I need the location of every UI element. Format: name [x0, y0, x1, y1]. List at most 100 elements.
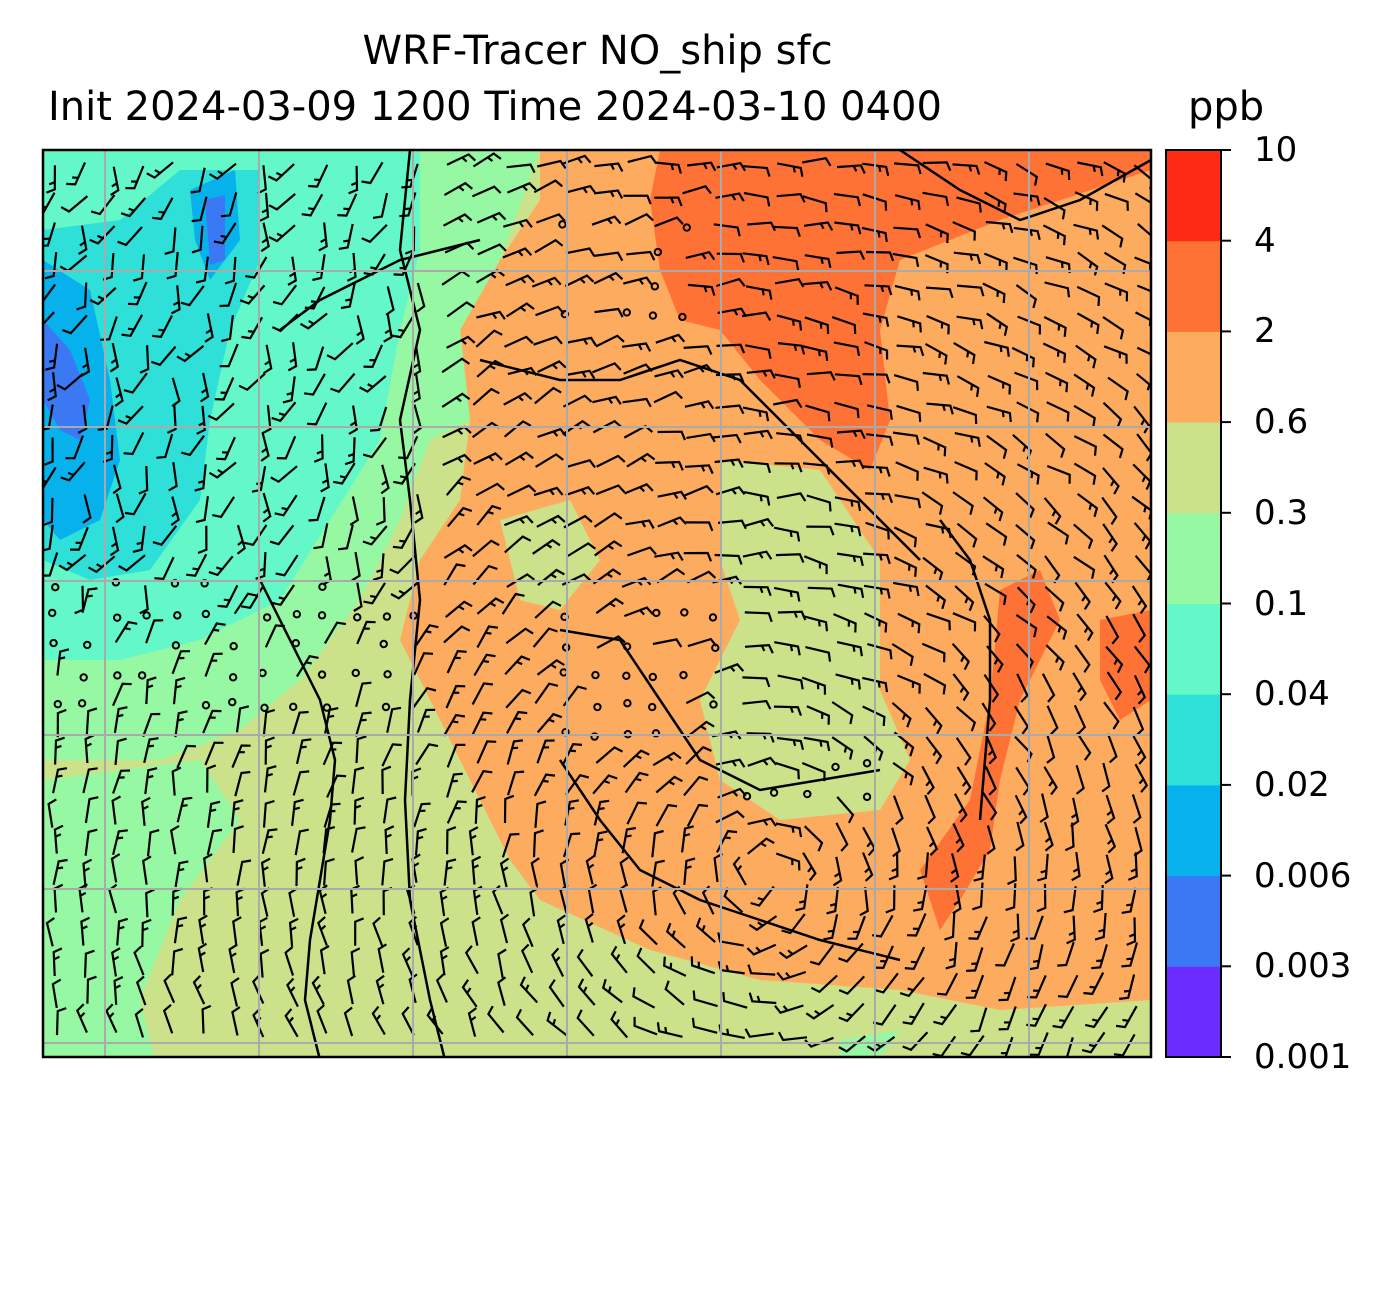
wind-barb	[259, 192, 270, 222]
wind-barb	[1015, 821, 1025, 852]
wind-barb	[838, 1035, 866, 1053]
wind-barb	[772, 398, 803, 409]
wind-barb	[533, 335, 563, 346]
wind-barb	[43, 283, 56, 303]
wind-barb	[536, 739, 555, 764]
wind-barb	[45, 917, 55, 947]
wind-barb	[194, 464, 207, 492]
wind-barb	[717, 519, 747, 530]
colorbar-segment	[1166, 422, 1221, 514]
wind-barb	[263, 765, 277, 793]
wind-barb	[476, 359, 504, 378]
wind-barb	[864, 612, 888, 633]
wind-barb	[123, 432, 145, 456]
wind-barb	[1044, 281, 1071, 298]
wind-barb	[111, 947, 121, 977]
wind-barb	[874, 972, 899, 994]
wind-barb	[801, 676, 827, 695]
wind-barb	[715, 404, 745, 415]
wind-barb	[203, 853, 213, 883]
wind-barb	[1013, 705, 1030, 735]
wind-barb	[1014, 794, 1028, 825]
wind-barb	[180, 285, 205, 307]
wind-barb	[594, 162, 624, 173]
wind-barb	[356, 620, 376, 645]
wind-barb	[566, 459, 596, 469]
wind-barb	[276, 435, 297, 460]
wind-barb	[834, 286, 859, 305]
calm-wind-marker	[262, 613, 272, 622]
wind-barb	[874, 945, 894, 970]
wind-barb	[125, 165, 145, 190]
wind-barb	[664, 980, 685, 1006]
wind-barb	[446, 153, 477, 166]
calm-wind-marker	[623, 699, 632, 708]
calm-wind-marker	[228, 697, 237, 707]
wind-barb	[805, 1003, 835, 1020]
wind-barb	[186, 553, 208, 577]
wind-barb	[113, 706, 128, 734]
wind-barb	[362, 437, 387, 459]
wind-barb	[592, 568, 622, 585]
wind-barb	[546, 1011, 568, 1037]
wind-barb	[413, 652, 434, 676]
wind-barb	[139, 345, 150, 374]
colorbar-frame	[1165, 149, 1222, 1058]
wind-barb	[626, 250, 656, 261]
wind-barb	[1066, 915, 1076, 945]
wind-barb	[893, 556, 918, 577]
wind-barb	[442, 213, 473, 227]
wind-barb	[1133, 645, 1151, 674]
wind-barb	[264, 624, 285, 648]
wind-barb	[565, 486, 596, 497]
wind-barb	[520, 943, 534, 974]
wind-barb	[445, 684, 466, 709]
wind-barb	[446, 743, 466, 768]
wind-barb	[984, 462, 1006, 486]
wind-barb	[983, 614, 1001, 643]
wind-barb	[416, 708, 436, 733]
wind-barb	[332, 462, 356, 485]
wind-barb	[284, 1008, 299, 1038]
wind-barb	[351, 766, 365, 794]
wind-barb	[109, 342, 120, 373]
wind-barb	[803, 825, 824, 852]
wind-barb	[371, 1005, 386, 1036]
wind-barb	[834, 496, 862, 512]
colorbar-segment	[1166, 331, 1221, 423]
wind-barb	[323, 857, 335, 886]
wind-barb	[925, 826, 939, 856]
coastline-southeast	[559, 628, 881, 792]
wind-barb	[43, 222, 56, 247]
wind-barb	[284, 946, 295, 976]
wind-barb	[471, 711, 493, 735]
wind-barb	[592, 395, 622, 405]
coastline-inner	[558, 759, 901, 962]
wind-barb	[916, 852, 929, 880]
wind-barb	[695, 917, 716, 943]
calm-wind-marker	[83, 640, 92, 650]
field-darkorange-east2	[1100, 610, 1151, 720]
wind-barb	[663, 956, 687, 977]
wind-barb	[123, 372, 148, 394]
wind-barb	[62, 314, 88, 335]
wind-barb	[802, 462, 831, 475]
wind-barb	[109, 526, 120, 557]
wind-barb	[894, 162, 922, 175]
wind-barb	[292, 770, 310, 796]
wind-barb	[467, 1007, 477, 1037]
wind-barb	[1065, 1037, 1074, 1057]
wind-barb	[831, 736, 854, 760]
wind-barb	[802, 615, 829, 632]
wind-barb	[166, 251, 179, 280]
wind-barb	[260, 857, 271, 887]
wind-barb	[804, 316, 830, 334]
calm-wind-marker	[382, 612, 392, 621]
wind-barb	[802, 345, 829, 361]
wind-barb	[1015, 163, 1039, 186]
wind-barb	[504, 335, 534, 348]
wind-barb	[1131, 585, 1148, 615]
wind-barb	[896, 404, 922, 422]
wind-barb	[401, 163, 419, 189]
wind-barb	[1094, 913, 1107, 941]
